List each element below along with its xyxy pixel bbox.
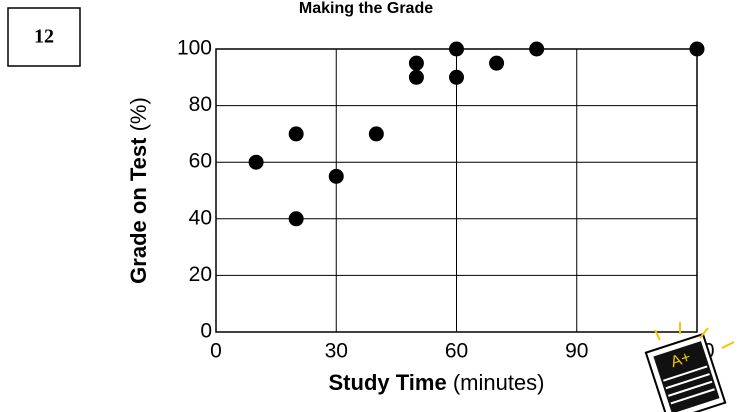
chart-title: Making the Grade bbox=[299, 0, 433, 17]
point bbox=[288, 126, 304, 142]
sparkles bbox=[654, 322, 735, 349]
grade-text: A+ bbox=[669, 349, 693, 371]
x-axis-label-unit: (minutes) bbox=[453, 370, 545, 395]
point bbox=[449, 69, 464, 85]
x-tick-label: 0 bbox=[210, 340, 222, 363]
line bbox=[663, 365, 708, 382]
line bbox=[665, 373, 710, 390]
line bbox=[670, 388, 715, 405]
y-tick-label: 60 bbox=[189, 150, 212, 173]
number-box bbox=[7, 7, 81, 67]
x-tick-label: 60 bbox=[445, 340, 468, 363]
a-plus-icon: A+ bbox=[644, 332, 727, 412]
plot: 0204060801000306090120Study Time (minute… bbox=[126, 37, 715, 395]
x-tick-label: 30 bbox=[325, 340, 348, 363]
point bbox=[689, 41, 705, 57]
y-tick-label: 40 bbox=[189, 206, 212, 229]
point bbox=[368, 126, 384, 142]
problem-number: 12 bbox=[34, 26, 54, 48]
point bbox=[288, 211, 304, 227]
y-tick-label: 80 bbox=[189, 93, 212, 116]
point bbox=[408, 69, 424, 85]
y-axis-label-main: Grade on Test bbox=[126, 137, 151, 284]
point bbox=[248, 154, 264, 170]
y-tick-label: 0 bbox=[200, 320, 212, 343]
point bbox=[328, 168, 344, 184]
line bbox=[668, 380, 713, 397]
x-tick-label: 90 bbox=[565, 340, 588, 363]
point bbox=[529, 41, 545, 57]
x-axis-label: Study Time (minutes) bbox=[329, 370, 545, 395]
y-tick-label: 20 bbox=[189, 263, 212, 286]
point bbox=[449, 41, 464, 57]
point bbox=[408, 55, 424, 71]
y-axis-label: Grade on Test (%) bbox=[126, 97, 151, 284]
y-axis-label-unit: (%) bbox=[126, 97, 151, 131]
x-axis-label-main: Study Time bbox=[329, 370, 447, 395]
y-tick-label: 100 bbox=[177, 37, 212, 60]
point bbox=[489, 55, 505, 71]
